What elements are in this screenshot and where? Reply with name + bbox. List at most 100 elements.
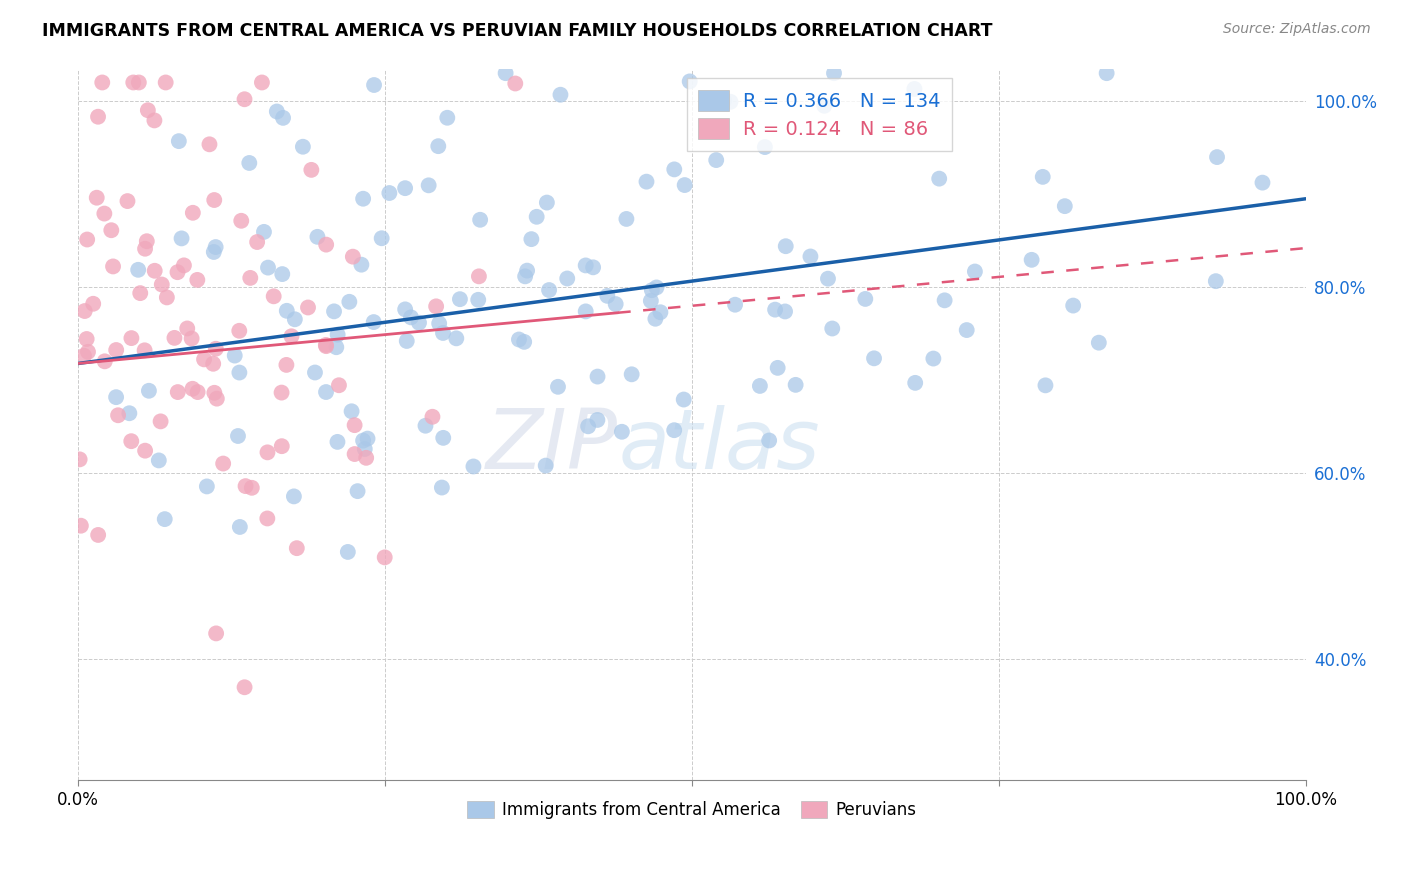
Point bbox=[547, 380, 569, 394]
Point bbox=[176, 321, 198, 335]
Point bbox=[922, 351, 945, 366]
Point bbox=[257, 260, 280, 275]
Point bbox=[202, 244, 225, 259]
Point bbox=[150, 277, 173, 292]
Point bbox=[143, 264, 166, 278]
Point bbox=[202, 357, 225, 371]
Point bbox=[291, 140, 314, 154]
Point bbox=[713, 94, 735, 108]
Point bbox=[754, 140, 776, 154]
Point bbox=[283, 489, 305, 503]
Point bbox=[427, 317, 450, 331]
Point bbox=[284, 312, 307, 326]
Point bbox=[963, 264, 986, 278]
Point bbox=[408, 316, 430, 330]
Point bbox=[430, 481, 453, 495]
Point bbox=[513, 334, 536, 349]
Point bbox=[315, 385, 337, 400]
Point bbox=[69, 452, 91, 467]
Point bbox=[644, 311, 666, 326]
Point bbox=[467, 293, 489, 307]
Point bbox=[87, 528, 110, 542]
Point bbox=[193, 352, 215, 367]
Point bbox=[853, 292, 876, 306]
Point bbox=[673, 178, 696, 192]
Point bbox=[636, 175, 658, 189]
Point bbox=[575, 259, 598, 273]
Point bbox=[253, 225, 276, 239]
Point bbox=[352, 434, 374, 448]
Point bbox=[212, 457, 235, 471]
Point bbox=[363, 78, 385, 92]
Point bbox=[352, 192, 374, 206]
Point bbox=[148, 453, 170, 467]
Point bbox=[748, 379, 770, 393]
Point bbox=[76, 332, 98, 346]
Point bbox=[285, 541, 308, 556]
Point bbox=[823, 66, 845, 80]
Point bbox=[181, 382, 204, 396]
Point bbox=[763, 302, 786, 317]
Legend: Immigrants from Central America, Peruvians: Immigrants from Central America, Peruvia… bbox=[460, 794, 924, 825]
Point bbox=[276, 303, 298, 318]
Point bbox=[204, 240, 226, 254]
Point bbox=[167, 134, 190, 148]
Point bbox=[128, 75, 150, 89]
Point bbox=[1053, 199, 1076, 213]
Point bbox=[1206, 150, 1229, 164]
Point bbox=[1205, 274, 1227, 288]
Point bbox=[100, 223, 122, 237]
Point bbox=[256, 445, 278, 459]
Point bbox=[135, 234, 157, 248]
Point bbox=[297, 301, 319, 315]
Point bbox=[785, 377, 807, 392]
Point bbox=[120, 434, 142, 449]
Point bbox=[170, 231, 193, 245]
Point bbox=[304, 366, 326, 380]
Point bbox=[134, 242, 156, 256]
Point bbox=[508, 333, 530, 347]
Point bbox=[526, 210, 548, 224]
Point bbox=[672, 392, 695, 407]
Point bbox=[616, 211, 638, 226]
Point bbox=[117, 194, 139, 208]
Point bbox=[586, 413, 609, 427]
Point bbox=[664, 162, 686, 177]
Point bbox=[299, 162, 322, 177]
Point bbox=[610, 425, 633, 439]
Text: atlas: atlas bbox=[619, 405, 820, 486]
Point bbox=[340, 404, 363, 418]
Point bbox=[503, 77, 526, 91]
Point bbox=[129, 286, 152, 301]
Point bbox=[250, 75, 273, 89]
Point bbox=[468, 269, 491, 284]
Point bbox=[640, 293, 662, 308]
Point bbox=[325, 340, 347, 354]
Point bbox=[326, 327, 349, 342]
Point bbox=[394, 302, 416, 317]
Point bbox=[93, 206, 115, 220]
Point bbox=[134, 443, 156, 458]
Point bbox=[576, 419, 599, 434]
Point bbox=[87, 110, 110, 124]
Point bbox=[374, 550, 396, 565]
Point bbox=[233, 92, 256, 106]
Point bbox=[418, 178, 440, 193]
Point bbox=[821, 321, 844, 335]
Point bbox=[155, 75, 177, 89]
Point bbox=[202, 193, 225, 207]
Point bbox=[198, 137, 221, 152]
Point bbox=[1035, 378, 1057, 392]
Point bbox=[370, 231, 392, 245]
Point bbox=[205, 626, 228, 640]
Point bbox=[758, 434, 780, 448]
Point bbox=[679, 74, 702, 88]
Point bbox=[536, 195, 558, 210]
Point bbox=[149, 414, 172, 428]
Point bbox=[266, 104, 288, 119]
Point bbox=[138, 384, 160, 398]
Point bbox=[817, 271, 839, 285]
Point bbox=[326, 434, 349, 449]
Point bbox=[596, 289, 619, 303]
Point bbox=[156, 290, 179, 304]
